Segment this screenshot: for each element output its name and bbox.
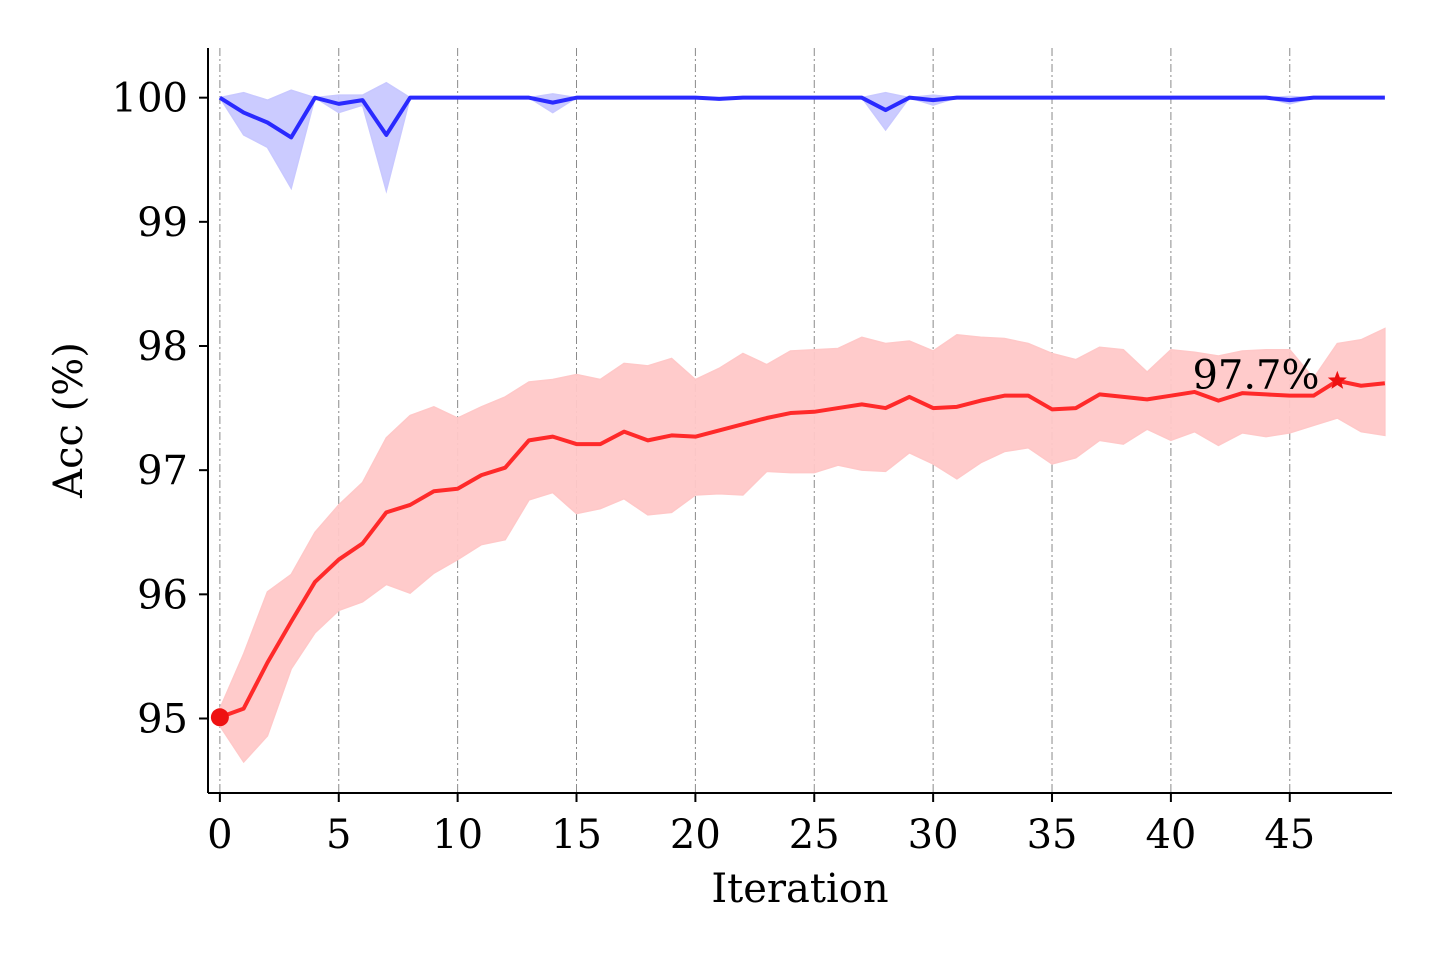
best-accuracy-annotation: 97.7% — [1192, 353, 1319, 399]
series-lines — [218, 95, 1386, 720]
series-0-line — [218, 95, 1385, 140]
x-tick-label-40: 40 — [1145, 812, 1196, 858]
y-tick-label-99: 99 — [137, 200, 188, 246]
x-axis-ticks: 0 5 10 15 20 25 30 35 40 45 — [207, 793, 1315, 858]
x-tick-label-0: 0 — [207, 812, 232, 858]
series-1-line — [219, 378, 1386, 720]
x-tick-label-20: 20 — [670, 812, 721, 858]
x-tick-label-5: 5 — [326, 812, 351, 858]
series-1-band — [219, 327, 1386, 764]
y-axis-ticks: 95 96 97 98 99 100 — [112, 76, 208, 743]
x-tick-label-25: 25 — [789, 812, 840, 858]
confidence-bands — [218, 81, 1386, 764]
annotations: 97.7% — [1192, 353, 1319, 399]
x-tick-label-15: 15 — [551, 812, 602, 858]
y-axis-title: Acc (%) — [46, 342, 92, 499]
point-markers — [210, 370, 1347, 727]
y-tick-label-100: 100 — [112, 76, 188, 122]
best-point-star-marker — [1327, 370, 1347, 389]
x-tick-label-10: 10 — [432, 812, 483, 858]
y-tick-label-96: 96 — [137, 572, 188, 618]
x-tick-label-45: 45 — [1264, 812, 1315, 858]
start-point-marker — [210, 708, 229, 727]
axes — [207, 48, 1392, 794]
x-axis-title: Iteration — [711, 866, 888, 912]
y-tick-label-97: 97 — [137, 448, 188, 494]
y-tick-label-98: 98 — [137, 324, 188, 370]
x-tick-label-30: 30 — [908, 812, 959, 858]
x-tick-label-35: 35 — [1027, 812, 1078, 858]
y-tick-label-95: 95 — [137, 697, 188, 743]
